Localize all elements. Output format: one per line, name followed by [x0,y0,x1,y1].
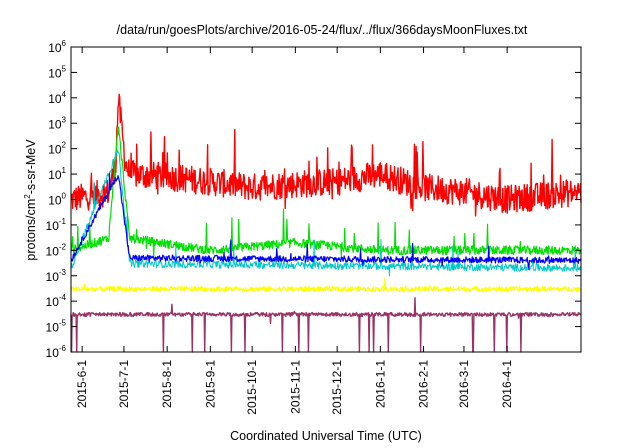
x-tick-label: 2015-10-1 [245,360,259,415]
y-tick-base: 10 [46,321,60,335]
y-tick-exponent: 3 [62,115,67,124]
x-axis: 2015-6-1 2015-7-1 2015-8-1 2015-9-1 2015-10-… [75,47,514,415]
y-tick-base: 10 [48,117,62,131]
y-tick-base: 10 [48,168,62,182]
x-tick-label: 2015-11-1 [288,360,302,414]
x-tick-label: 2016-2-1 [417,360,431,408]
series-line [70,93,582,217]
y-label-text: protons/cm [24,199,38,261]
y-tick-exponent: -6 [59,344,67,353]
y-tick-base: 10 [46,295,60,309]
y-tick-base: 10 [46,270,60,284]
y-tick-label: 104 [48,90,66,106]
y-tick-base: 10 [48,194,62,208]
x-tick-label: 2016-4-1 [500,360,514,408]
y-tick-exponent: 0 [62,192,67,201]
y-axis: 10-610-510-410-310-210-11001011021031041… [46,39,581,360]
y-label-text: -s-sr-MeV [24,139,38,195]
series-line [70,173,582,271]
x-tick-label: 2015-12-1 [330,360,344,415]
y-tick-label: 101 [48,166,66,182]
y-tick-exponent: -4 [59,293,67,302]
y-tick-exponent: 1 [62,166,67,175]
x-tick-label: 2015-7-1 [117,360,131,408]
y-tick-label: 10-2 [46,242,67,258]
y-tick-label: 106 [48,39,66,55]
y-tick-label: 103 [48,115,66,131]
y-tick-exponent: 5 [62,64,67,73]
y-tick-label: 102 [48,141,66,157]
y-tick-label: 10-3 [46,268,67,284]
y-tick-label: 10-4 [46,293,67,309]
series-line [70,297,582,353]
x-tick-label: 2016-1-1 [373,360,387,408]
y-label-exponent: 2 [23,194,32,199]
series-line [70,149,582,277]
x-tick-label: 2015-9-1 [203,360,217,408]
y-tick-base: 10 [46,244,60,258]
y-tick-exponent: -3 [59,268,67,277]
x-tick-label: 2015-8-1 [160,360,174,408]
y-tick-exponent: -2 [59,242,67,251]
y-tick-base: 10 [46,219,60,233]
y-axis-label: protons/cm2-s-sr-MeV [23,139,38,261]
y-tick-base: 10 [48,92,62,106]
y-tick-exponent: -1 [59,217,67,226]
y-tick-label: 10-6 [46,344,67,360]
y-tick-label: 10-5 [46,319,67,335]
y-tick-exponent: 2 [62,141,67,150]
x-axis-label: Coordinated Universal Time (UTC) [230,429,422,443]
series-line [70,126,582,258]
series-line [70,277,582,293]
y-tick-label: 100 [48,192,66,208]
x-tick-label: 2016-3-1 [457,360,471,408]
series-layer [70,93,582,353]
y-tick-exponent: 6 [62,39,67,48]
x-tick-label: 2015-6-1 [75,360,89,408]
y-tick-base: 10 [48,143,62,157]
y-tick-label: 105 [48,64,66,80]
y-tick-exponent: 4 [62,90,67,99]
chart-title: /data/run/goesPlots/archive/2016-05-24/f… [117,23,528,37]
y-tick-base: 10 [48,41,62,55]
y-tick-base: 10 [46,346,60,360]
y-tick-exponent: -5 [59,319,67,328]
y-tick-label: 10-1 [46,217,67,233]
y-tick-base: 10 [48,66,62,80]
